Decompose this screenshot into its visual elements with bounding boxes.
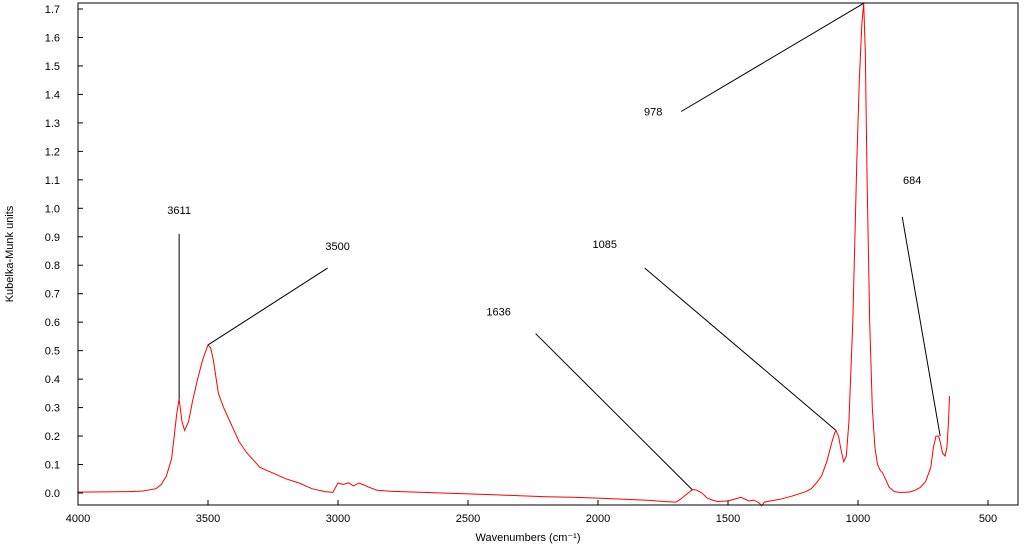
y-tick-label: 1.6 — [45, 32, 60, 44]
y-tick-label: 1.1 — [45, 175, 60, 187]
y-tick-label: 0.0 — [45, 488, 60, 500]
y-tick-label: 0.1 — [45, 460, 60, 472]
y-tick-label: 0.9 — [45, 232, 60, 244]
peak-leader-line — [680, 2, 864, 112]
x-axis-ticks: 4000 3500 3000 2500 2000 1500 1000 500 — [66, 500, 997, 525]
peak-annotations: 3611 3500 1636 1085 978 684 — [167, 2, 941, 491]
y-tick-label: 0.4 — [45, 374, 60, 386]
peak-leader-line — [644, 267, 837, 431]
peak-leader-line — [901, 216, 941, 437]
x-tick-label: 3000 — [326, 513, 350, 525]
y-tick-label: 1.7 — [45, 4, 60, 16]
peak-label: 1636 — [486, 307, 510, 319]
x-tick-label: 2500 — [456, 513, 480, 525]
y-tick-label: 1.5 — [45, 61, 60, 73]
series-layer — [77, 3, 950, 507]
spectrum-line — [77, 3, 950, 507]
x-axis-title: Wavenumbers (cm⁻¹) — [475, 532, 580, 544]
y-tick-label: 0.5 — [45, 346, 60, 358]
y-tick-label: 0.3 — [45, 403, 60, 415]
peak-label: 684 — [903, 175, 921, 187]
y-tick-label: 0.2 — [45, 431, 60, 443]
x-tick-label: 500 — [979, 513, 997, 525]
x-tick-label: 1500 — [716, 513, 740, 525]
x-tick-label: 4000 — [66, 513, 90, 525]
peak-label: 3500 — [325, 241, 349, 253]
x-tick-label: 2000 — [586, 513, 610, 525]
y-tick-label: 0.7 — [45, 289, 60, 301]
peak-label: 978 — [644, 106, 662, 118]
peak-label: 1085 — [593, 239, 617, 251]
y-tick-label: 1.0 — [45, 203, 60, 215]
peak-label: 3611 — [167, 205, 191, 217]
y-axis-ticks: 0.0 0.1 0.2 0.3 0.4 0.5 0.6 0.7 0.8 0.9 1.0 1.1 1.2 1… — [45, 4, 83, 500]
y-tick-label: 1.3 — [45, 118, 60, 130]
y-tick-label: 1.2 — [45, 146, 60, 158]
plot-frame — [77, 2, 1019, 506]
peak-leader-line — [207, 267, 328, 346]
x-tick-label: 1000 — [846, 513, 870, 525]
y-tick-label: 0.8 — [45, 260, 60, 272]
x-tick-label: 3500 — [196, 513, 220, 525]
y-axis-title: Kubelka-Munk units — [4, 205, 16, 302]
y-tick-label: 0.6 — [45, 317, 60, 329]
y-tick-label: 1.4 — [45, 89, 60, 101]
peak-leader-line — [535, 333, 693, 491]
